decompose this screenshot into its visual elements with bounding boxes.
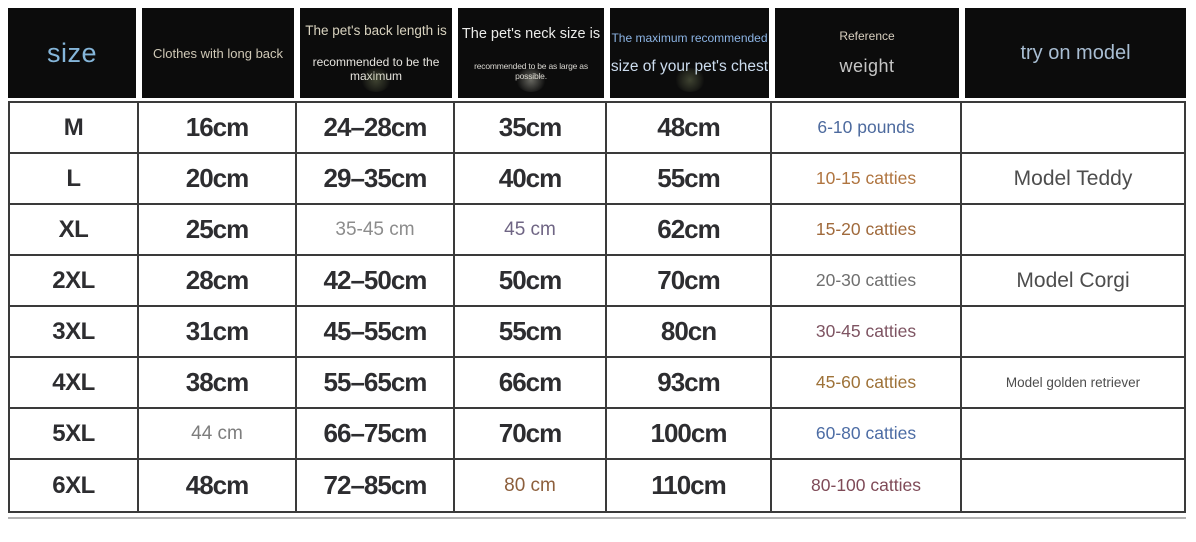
cell-pet-back-length: 35-45 cm xyxy=(297,205,455,254)
cell-reference-weight: 80-100 catties xyxy=(772,460,962,511)
cell-pet-back-length: 42–50cm xyxy=(297,256,455,305)
cell-pet-back-length: 72–85cm xyxy=(297,460,455,511)
header-pet-back-length: The pet's back length is recommended to … xyxy=(297,8,455,98)
cell-clothes-back: 44 cm xyxy=(139,409,297,458)
cell-pet-back-length: 45–55cm xyxy=(297,307,455,356)
cell-try-on-model: Model Teddy xyxy=(1013,166,1133,190)
cell-size: 6XL xyxy=(10,460,139,511)
cell-chest-size: 93cm xyxy=(607,358,772,407)
table-bottom-shadow xyxy=(8,517,1186,519)
cell-try-on-model: Model golden retriever xyxy=(1005,375,1141,390)
cell-chest-size: 55cm xyxy=(607,154,772,203)
cell-try-on-model: Model Corgi xyxy=(1016,268,1130,292)
cell-clothes-back: 20cm xyxy=(139,154,297,203)
cell-size: 3XL xyxy=(10,307,139,356)
header-back-line2: recommended to be the maximum xyxy=(312,55,440,83)
header-clothes-label: Clothes with long back xyxy=(152,45,284,61)
cell-clothes-back: 38cm xyxy=(139,358,297,407)
header-size: size xyxy=(8,8,139,98)
cell-pet-back-length: 29–35cm xyxy=(297,154,455,203)
cell-size: 5XL xyxy=(10,409,139,458)
cell-reference-weight: 10-15 catties xyxy=(772,154,962,203)
table-row-6xl: 6XL 48cm 72–85cm 80 cm 110cm 80-100 catt… xyxy=(10,460,1184,511)
header-try-on-model: try on model xyxy=(962,8,1186,98)
cell-clothes-back: 25cm xyxy=(139,205,297,254)
cell-try-on-model xyxy=(962,460,1184,511)
cell-pet-back-length: 66–75cm xyxy=(297,409,455,458)
cell-reference-weight: 6-10 pounds xyxy=(772,103,962,152)
cell-clothes-back: 48cm xyxy=(139,460,297,511)
cell-try-on-model xyxy=(962,103,1184,152)
cell-pet-back-length: 55–65cm xyxy=(297,358,455,407)
cell-chest-size: 48cm xyxy=(607,103,772,152)
cell-chest-size: 80cn xyxy=(607,307,772,356)
header-reference-weight: Reference weight xyxy=(772,8,962,98)
header-chest-line2: size of your pet's chest xyxy=(610,57,769,75)
cell-reference-weight: 20-30 catties xyxy=(772,256,962,305)
cell-size: 4XL xyxy=(10,358,139,407)
header-weight-line1: Reference xyxy=(839,29,895,43)
header-back-line1: The pet's back length is xyxy=(305,23,447,38)
cell-clothes-back: 28cm xyxy=(139,256,297,305)
header-neck-line2: recommended to be as large as possible. xyxy=(474,60,588,81)
header-model-label: try on model xyxy=(1020,41,1131,64)
cell-pet-back-length: 24–28cm xyxy=(297,103,455,152)
cell-size: L xyxy=(10,154,139,203)
table-row-xl: XL 25cm 35-45 cm 45 cm 62cm 15-20 cattie… xyxy=(10,205,1184,256)
cell-reference-weight: 15-20 catties xyxy=(772,205,962,254)
table-row-2xl: 2XL 28cm 42–50cm 50cm 70cm 20-30 catties… xyxy=(10,256,1184,307)
header-neck-line1: The pet's neck size is xyxy=(461,25,601,42)
cell-size: M xyxy=(10,103,139,152)
cell-clothes-back: 16cm xyxy=(139,103,297,152)
cell-neck-size: 70cm xyxy=(455,409,607,458)
cell-try-on-model xyxy=(962,409,1184,458)
cell-neck-size: 50cm xyxy=(455,256,607,305)
table-body: M 16cm 24–28cm 35cm 48cm 6-10 pounds L 2… xyxy=(8,101,1186,513)
cell-chest-size: 110cm xyxy=(607,460,772,511)
cell-reference-weight: 45-60 catties xyxy=(772,358,962,407)
cell-clothes-back: 31cm xyxy=(139,307,297,356)
cell-neck-size: 40cm xyxy=(455,154,607,203)
cell-chest-size: 70cm xyxy=(607,256,772,305)
header-pet-neck-size: The pet's neck size is recommended to be… xyxy=(455,8,607,98)
size-chart-table: size Clothes with long back The pet's ba… xyxy=(8,8,1186,519)
cell-neck-size: 35cm xyxy=(455,103,607,152)
cell-neck-size: 80 cm xyxy=(455,460,607,511)
table-row-l: L 20cm 29–35cm 40cm 55cm 10-15 catties M… xyxy=(10,154,1184,205)
cell-chest-size: 100cm xyxy=(607,409,772,458)
cell-neck-size: 55cm xyxy=(455,307,607,356)
cell-try-on-model xyxy=(962,307,1184,356)
header-weight-line2: weight xyxy=(839,56,895,76)
header-pet-chest-size: The maximum recommended size of your pet… xyxy=(607,8,772,98)
cell-size: 2XL xyxy=(10,256,139,305)
cell-size: XL xyxy=(10,205,139,254)
header-size-label: size xyxy=(46,37,97,68)
cell-try-on-model xyxy=(962,205,1184,254)
cell-reference-weight: 60-80 catties xyxy=(772,409,962,458)
table-row-m: M 16cm 24–28cm 35cm 48cm 6-10 pounds xyxy=(10,103,1184,154)
table-row-4xl: 4XL 38cm 55–65cm 66cm 93cm 45-60 catties… xyxy=(10,358,1184,409)
header-clothes-long-back: Clothes with long back xyxy=(139,8,297,98)
header-chest-line1: The maximum recommended xyxy=(611,30,768,45)
table-header-row: size Clothes with long back The pet's ba… xyxy=(8,8,1186,98)
table-row-5xl: 5XL 44 cm 66–75cm 70cm 100cm 60-80 catti… xyxy=(10,409,1184,460)
cell-neck-size: 66cm xyxy=(455,358,607,407)
cell-neck-size: 45 cm xyxy=(455,205,607,254)
table-row-3xl: 3XL 31cm 45–55cm 55cm 80cn 30-45 catties xyxy=(10,307,1184,358)
cell-chest-size: 62cm xyxy=(607,205,772,254)
cell-reference-weight: 30-45 catties xyxy=(772,307,962,356)
